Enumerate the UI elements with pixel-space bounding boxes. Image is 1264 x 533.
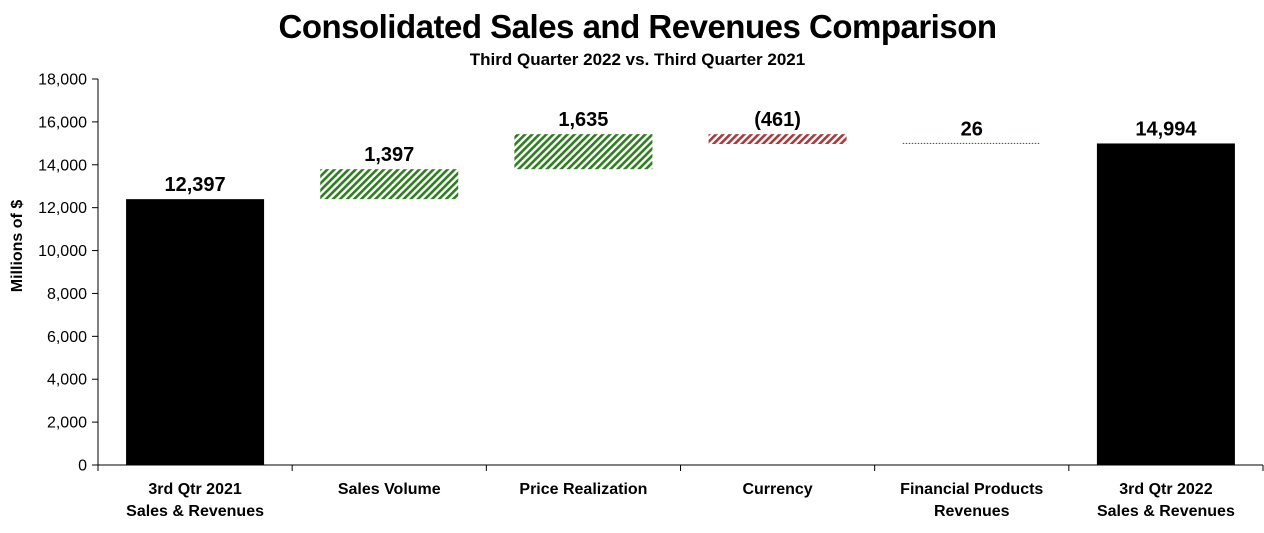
data-labels: 12,397 1,397 1,635 (461) 26 14,994 (164, 109, 1197, 196)
x-category-label: Price Realization (519, 481, 647, 498)
y-tick-label: 14,000 (38, 157, 87, 174)
y-tick-label: 10,000 (38, 243, 87, 260)
chart-title: Consolidated Sales and Revenues Comparis… (278, 8, 997, 45)
y-tick-label: 8,000 (47, 286, 87, 303)
decrease-bar (708, 134, 847, 145)
y-tick-label: 2,000 (47, 415, 87, 432)
y-tick-label: 18,000 (38, 72, 87, 89)
y-tick-label: 6,000 (47, 329, 87, 346)
data-label: 1,635 (558, 109, 608, 131)
x-category-label: 3rd Qtr 2021 Sales & Revenues (126, 481, 264, 520)
x-axis: 3rd Qtr 2021 Sales & Revenues Sales Volume… (97, 464, 1264, 520)
data-label: 26 (961, 118, 983, 140)
data-label: (461) (754, 109, 801, 131)
x-category-label: Financial Products Revenues (900, 481, 1043, 520)
y-axis: 0 2,000 4,000 6,000 8,000 10,000 12,000 14,000 1… (38, 72, 99, 475)
y-tick-label: 0 (78, 458, 87, 475)
y-tick-label: 12,000 (38, 200, 87, 217)
y-tick-label: 16,000 (38, 114, 87, 131)
total-bar (1096, 143, 1235, 465)
data-label: 14,994 (1135, 118, 1197, 140)
y-axis-title: Millions of $ (9, 200, 26, 293)
total-bar (126, 199, 265, 465)
data-label: 12,397 (164, 174, 225, 196)
bars (126, 134, 1235, 465)
y-tick-label: 4,000 (47, 372, 87, 389)
chart-subtitle: Third Quarter 2022 vs. Third Quarter 202… (469, 50, 806, 69)
increase-bar (514, 134, 653, 170)
increase-bar (320, 169, 459, 200)
x-category-label: Sales Volume (338, 481, 441, 498)
x-category-label: 3rd Qtr 2022 Sales & Revenues (1097, 481, 1235, 520)
data-label: 1,397 (364, 144, 414, 166)
x-category-label: Currency (742, 481, 812, 498)
